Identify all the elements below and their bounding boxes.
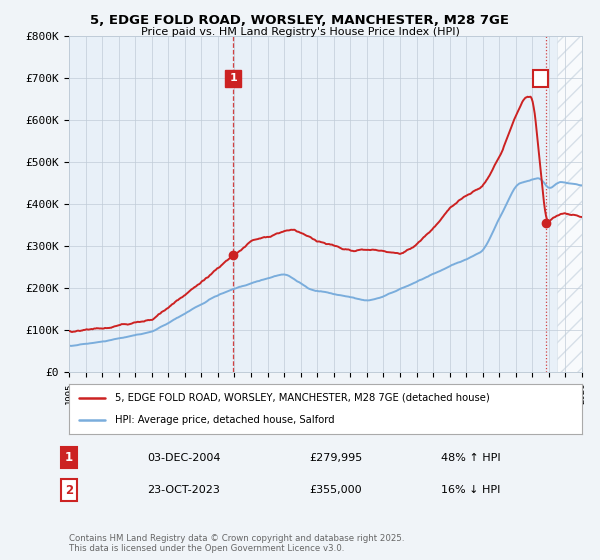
Text: 03-DEC-2004: 03-DEC-2004 [147, 452, 221, 463]
Text: 2: 2 [65, 483, 73, 497]
Text: HPI: Average price, detached house, Salford: HPI: Average price, detached house, Salf… [115, 415, 335, 425]
Text: 1: 1 [229, 73, 237, 83]
Text: 48% ↑ HPI: 48% ↑ HPI [441, 452, 500, 463]
Text: £279,995: £279,995 [309, 452, 362, 463]
Text: Contains HM Land Registry data © Crown copyright and database right 2025.
This d: Contains HM Land Registry data © Crown c… [69, 534, 404, 553]
Text: 2: 2 [537, 73, 545, 83]
Text: £355,000: £355,000 [309, 485, 362, 495]
Text: Price paid vs. HM Land Registry's House Price Index (HPI): Price paid vs. HM Land Registry's House … [140, 27, 460, 37]
Text: 16% ↓ HPI: 16% ↓ HPI [441, 485, 500, 495]
Text: 5, EDGE FOLD ROAD, WORSLEY, MANCHESTER, M28 7GE: 5, EDGE FOLD ROAD, WORSLEY, MANCHESTER, … [91, 14, 509, 27]
Text: 5, EDGE FOLD ROAD, WORSLEY, MANCHESTER, M28 7GE (detached house): 5, EDGE FOLD ROAD, WORSLEY, MANCHESTER, … [115, 393, 490, 403]
Text: 23-OCT-2023: 23-OCT-2023 [147, 485, 220, 495]
Text: 1: 1 [65, 451, 73, 464]
